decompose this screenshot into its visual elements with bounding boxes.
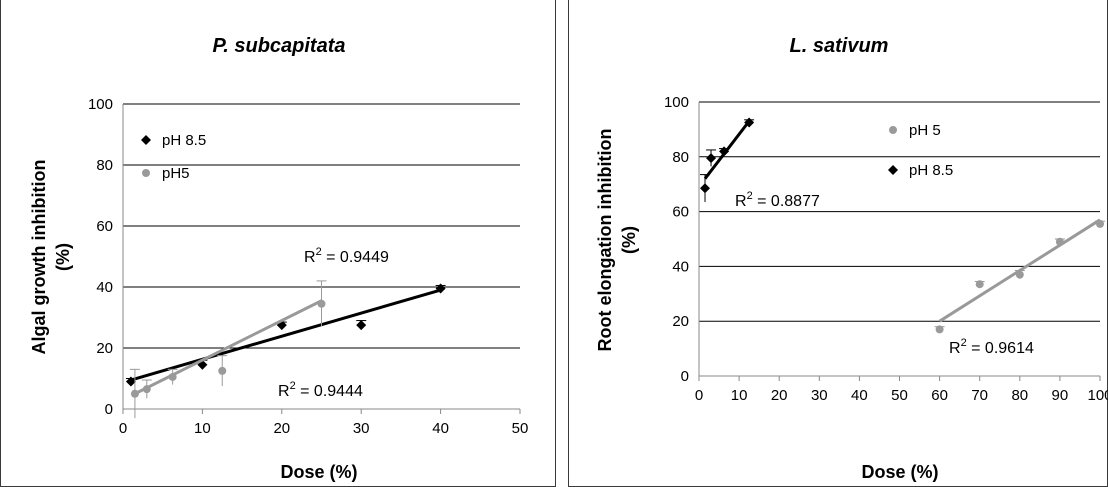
x-tick-label: 0 <box>695 387 703 404</box>
chart-p-subcapitata: P. subcapitata Dose (%) Algal growth inh… <box>29 35 529 482</box>
y-tick-label: 60 <box>96 218 113 235</box>
x-axis-label: Dose (%) <box>861 462 938 482</box>
chart-title: P. subcapitata <box>212 35 345 57</box>
y-tick-label: 80 <box>672 149 689 166</box>
y-axis-label-line2: (%) <box>53 243 73 271</box>
r-squared-label: R2 = 0.9449 <box>304 246 389 266</box>
data-point <box>125 376 136 387</box>
r-squared-label: R2 = 0.9614 <box>949 337 1034 357</box>
y-axis-label-line2: (%) <box>619 226 639 254</box>
y-tick-label: 100 <box>664 94 689 111</box>
data-point <box>1055 237 1064 246</box>
chart-panel-l-sativum: L. sativum Dose (%) Root elongation inhi… <box>568 0 1108 487</box>
data-point <box>1096 219 1104 228</box>
legend-label: pH 5 <box>909 122 941 139</box>
y-tick-label: 60 <box>672 204 689 221</box>
x-tick-label: 50 <box>512 420 529 437</box>
chart-title: L. sativum <box>790 35 889 57</box>
trendline <box>130 288 442 382</box>
y-tick-label: 100 <box>88 96 113 113</box>
chart-l-sativum: L. sativum Dose (%) Root elongation inhi… <box>595 35 1108 482</box>
x-tick-label: 60 <box>931 387 948 404</box>
x-tick-label: 40 <box>432 420 449 437</box>
x-tick-label: 70 <box>971 387 988 404</box>
legend-label: pH 8.5 <box>909 162 953 179</box>
y-axis-label-line1: Algal growth inhibition <box>29 160 49 355</box>
data-point <box>706 153 717 164</box>
legend-marker <box>889 126 897 134</box>
x-tick-label: 20 <box>771 387 788 404</box>
x-tick-label: 40 <box>851 387 868 404</box>
x-tick-label: 90 <box>1052 387 1069 404</box>
r-squared-label: R2 = 0.8877 <box>735 190 820 210</box>
chart-panel-p-subcapitata: P. subcapitata Dose (%) Algal growth inh… <box>0 0 556 487</box>
data-point <box>435 283 446 294</box>
x-axis-label: Dose (%) <box>280 462 357 482</box>
data-point <box>317 299 326 308</box>
x-tick-label: 10 <box>194 420 211 437</box>
legend-marker <box>888 165 898 175</box>
data-point <box>1015 270 1024 279</box>
legend-marker <box>142 169 150 177</box>
data-point <box>935 325 944 334</box>
x-tick-label: 30 <box>811 387 828 404</box>
x-tick-label: 10 <box>731 387 748 404</box>
x-tick-label: 50 <box>891 387 908 404</box>
r-squared-label: R2 = 0.9444 <box>278 380 363 400</box>
trendline <box>938 218 1101 323</box>
y-axis-label-line1: Root elongation inhibition <box>595 129 615 352</box>
x-tick-label: 0 <box>119 420 127 437</box>
data-point <box>700 183 711 194</box>
x-tick-label: 80 <box>1011 387 1028 404</box>
x-tick-label: 100 <box>1087 387 1108 404</box>
data-point <box>975 280 984 289</box>
data-point <box>218 366 227 375</box>
y-tick-label: 40 <box>672 258 689 275</box>
trendline <box>134 299 323 396</box>
y-tick-label: 0 <box>681 368 689 385</box>
y-tick-label: 20 <box>96 340 113 357</box>
x-tick-label: 20 <box>273 420 290 437</box>
data-point <box>356 320 367 331</box>
legend-marker <box>141 135 151 145</box>
legend-label: pH5 <box>162 165 190 182</box>
data-point <box>142 385 151 394</box>
y-tick-label: 40 <box>96 279 113 296</box>
x-tick-label: 30 <box>353 420 370 437</box>
y-tick-label: 80 <box>96 157 113 174</box>
data-point <box>744 117 755 128</box>
data-point <box>130 389 139 398</box>
data-point <box>168 372 177 381</box>
data-point <box>719 146 730 157</box>
legend-label: pH 8.5 <box>162 132 206 149</box>
y-tick-label: 20 <box>672 313 689 330</box>
y-tick-label: 0 <box>105 401 113 418</box>
